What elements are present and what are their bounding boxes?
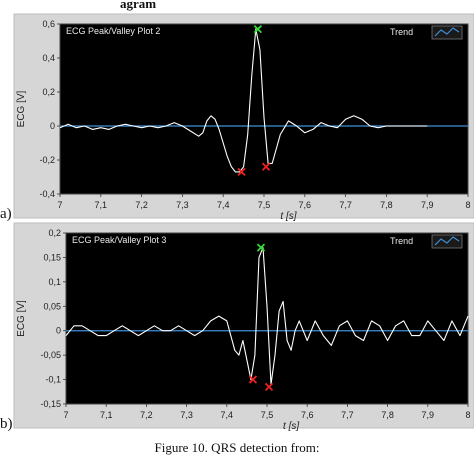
x-tick-label: 7 xyxy=(63,410,68,420)
y-tick-label: 0,1 xyxy=(48,277,61,287)
y-tick-label: 0,2 xyxy=(42,87,55,97)
legend-swatch xyxy=(431,234,463,249)
x-tick-label: 7,9 xyxy=(421,200,434,210)
panel-label-b: b) xyxy=(0,416,13,432)
y-tick-label: 0,6 xyxy=(42,19,55,29)
x-tick-label: 7,5 xyxy=(258,200,271,210)
x-tick-label: 7,7 xyxy=(339,200,352,210)
y-tick-label: -0,4 xyxy=(39,189,55,199)
ecg-signal-line xyxy=(65,247,469,386)
valley-marker-stroke xyxy=(237,167,246,177)
chart-panel-a: 7 7,1 7,2 7,3 7,4 7,5 7,6 7,7 7,8 7,9 8 0,6 0,4 0,2 0 -… xyxy=(0,13,474,222)
y-tick-label: 0,2 xyxy=(48,228,61,238)
y-tick-label: 0,15 xyxy=(43,252,61,262)
x-tick-label: 7,4 xyxy=(217,200,230,210)
figure-caption: Figure 10. QRS detection from: xyxy=(154,440,320,455)
y-tick-label: 0 xyxy=(50,121,55,131)
x-tick-label: 7,5 xyxy=(261,410,274,420)
x-axis-label: t [s] xyxy=(283,421,299,432)
ecg-signal-line xyxy=(59,28,428,173)
x-tick-label: 7,8 xyxy=(380,200,393,210)
x-tick-label: 7 xyxy=(57,200,62,210)
legend-label: Trend xyxy=(390,27,413,37)
legend-label: Trend xyxy=(390,236,413,246)
x-tick-label: 7,2 xyxy=(135,200,148,210)
x-tick-label: 7,2 xyxy=(140,410,153,420)
x-tick-label: 7,4 xyxy=(221,410,234,420)
x-tick-label: 7,1 xyxy=(100,410,113,420)
valley-marker-stroke xyxy=(248,375,258,384)
page-header-text: agram xyxy=(120,0,157,11)
y-tick-label: -0,05 xyxy=(40,350,61,360)
peak-marker xyxy=(253,24,263,34)
y-tick-label: -0,1 xyxy=(45,375,61,385)
valley-marker xyxy=(264,382,274,392)
panel-label-a: a) xyxy=(0,206,12,222)
y-axis-label: ECG [V] xyxy=(16,90,27,127)
x-tick-label: 7,9 xyxy=(422,410,435,420)
peak-marker-stroke xyxy=(253,24,263,34)
chart-svg: 7 7,1 7,2 7,3 7,4 7,5 7,6 7,7 7,8 7,9 8 0,2 0,15 0,1 0… xyxy=(13,222,474,432)
x-tick-label: 7,3 xyxy=(180,410,193,420)
legend-trend-icon xyxy=(434,236,460,246)
peak-marker xyxy=(256,243,266,252)
x-tick-label: 8 xyxy=(465,410,470,420)
x-tick-label: 7,8 xyxy=(381,410,394,420)
y-tick-label: 0 xyxy=(56,326,61,336)
valley-marker xyxy=(248,375,258,384)
x-tick-label: 8 xyxy=(465,200,470,210)
peak-marker-stroke xyxy=(256,243,266,252)
chart-svg: 7 7,1 7,2 7,3 7,4 7,5 7,6 7,7 7,8 7,9 8 0,6 0,4 0,2 0 -… xyxy=(13,13,474,222)
y-tick-label: -0,15 xyxy=(40,399,61,409)
valley-marker xyxy=(237,167,246,177)
y-tick-label: 0,4 xyxy=(42,53,55,63)
valley-marker xyxy=(261,162,271,171)
y-axis-label: ECG [V] xyxy=(16,300,27,337)
x-tick-label: 7,6 xyxy=(301,410,314,420)
chart-title: ECG Peak/Valley Plot 2 xyxy=(66,26,160,36)
x-tick-label: 7,7 xyxy=(341,410,354,420)
valley-marker-stroke xyxy=(261,162,271,171)
legend-swatch xyxy=(431,25,463,40)
legend-trend-icon xyxy=(434,27,460,37)
y-tick-label: 0,05 xyxy=(43,301,61,311)
x-axis-label: t [s] xyxy=(280,211,296,222)
x-tick-label: 7,1 xyxy=(95,200,108,210)
chart-title: ECG Peak/Valley Plot 3 xyxy=(72,235,166,245)
y-tick-label: -0,2 xyxy=(39,155,55,165)
x-tick-label: 7,6 xyxy=(299,200,312,210)
valley-marker-stroke xyxy=(264,382,274,392)
plot-area xyxy=(65,232,469,405)
chart-panel-b: 7 7,1 7,2 7,3 7,4 7,5 7,6 7,7 7,8 7,9 8 0,2 0,15 0,1 0… xyxy=(0,222,474,432)
x-tick-label: 7,3 xyxy=(176,200,189,210)
